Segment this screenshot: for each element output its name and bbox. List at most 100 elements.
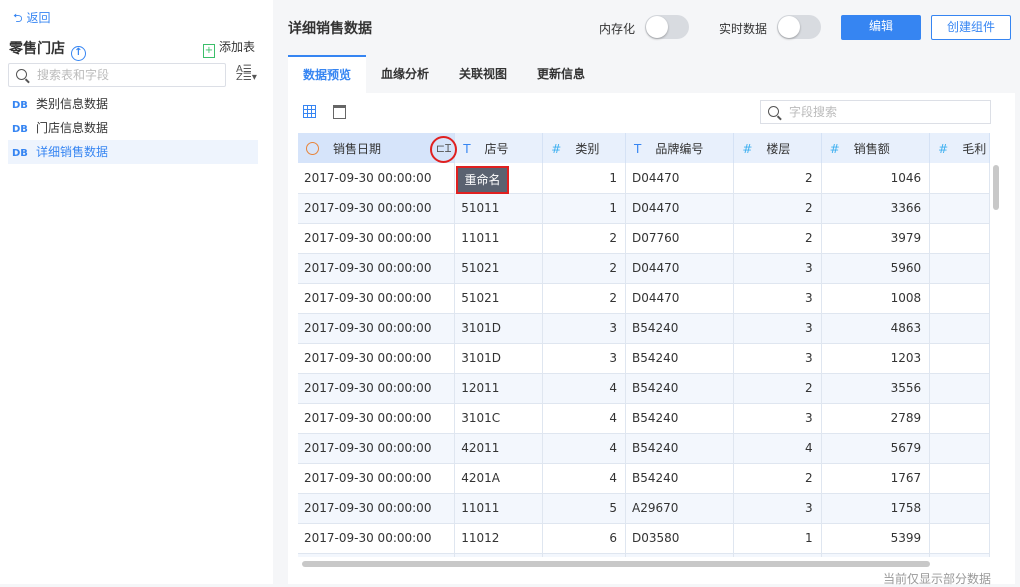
table-row: 2017-09-30 00:00:00 12011 4 B54240 2 3556	[298, 373, 990, 404]
column-header-brand[interactable]: T 品牌编号	[625, 133, 735, 163]
table-cell: 42011	[454, 433, 544, 464]
table-cell: 3	[733, 313, 822, 344]
table-cell: 5	[542, 493, 626, 524]
table-cell: 11012	[454, 523, 544, 554]
create-component-button[interactable]: 创建组件	[931, 15, 1011, 40]
rename-tooltip: 重命名	[456, 166, 509, 194]
table-cell: 51021	[454, 253, 544, 284]
table-cell: 51021	[454, 283, 544, 314]
table-cell: 6	[542, 523, 626, 554]
field-search-input[interactable]: 字段搜索	[760, 100, 991, 124]
memory-label: 内存化	[599, 22, 636, 36]
grid-view-icon[interactable]	[303, 105, 316, 118]
horizontal-scrollbar[interactable]	[302, 561, 930, 567]
table-row: 2017-09-30 00:00:00 11011 5 A29670 3 1758	[298, 493, 990, 524]
tab-relation[interactable]: 关联视图	[458, 67, 507, 81]
table-cell: 2	[733, 193, 822, 224]
table-cell	[929, 403, 990, 434]
memory-toggle[interactable]	[645, 15, 689, 39]
table-cell: B54240	[625, 313, 735, 344]
table-cell: 5960	[821, 253, 931, 284]
table-cell: B54240	[625, 463, 735, 494]
column-header-floor[interactable]: # 楼层	[733, 133, 822, 163]
upload-icon[interactable]: ↑	[71, 46, 86, 61]
table-cell: 2017-09-30 00:00:00	[298, 163, 456, 194]
table-cell: B54240	[625, 433, 735, 464]
table-cell: 1	[542, 163, 626, 194]
table-cell: D04470	[625, 283, 735, 314]
search-icon	[16, 69, 27, 80]
table-cell: D04470	[625, 253, 735, 284]
column-header-sales[interactable]: # 销售额	[821, 133, 931, 163]
clock-icon	[306, 141, 319, 155]
table-row: 2017-09-30 00:00:00 1 D04470 2 1046	[298, 163, 990, 194]
table-cell	[929, 463, 990, 494]
number-type-icon: #	[551, 141, 562, 156]
table-cell: 2017-09-30 00:00:00	[298, 343, 456, 374]
table-header: 销售日期 T 店号 # 类别 T 品牌编号 # 楼层 # 销售额 # 毛利	[298, 133, 990, 163]
table-cell: 4	[542, 403, 626, 434]
table-row: 2017-09-30 00:00:00 11011 2 D07760 2 3979	[298, 223, 990, 254]
table-cell: 4201A	[454, 463, 544, 494]
table-cell: 2	[542, 253, 626, 284]
db-icon: DB	[12, 100, 28, 111]
table-cell: 5399	[821, 523, 931, 554]
table-cell	[929, 553, 990, 557]
table-cell	[298, 553, 456, 557]
column-header-store[interactable]: T 店号	[454, 133, 544, 163]
table-cell: 3101D	[454, 313, 544, 344]
column-header-profit[interactable]: # 毛利	[929, 133, 990, 163]
package-title: 零售门店 ↑	[9, 38, 86, 61]
table-row: 2017-09-30 00:00:00 51021 2 D04470 3 5960	[298, 253, 990, 284]
rename-icon[interactable]: ⊏Ɪ	[430, 136, 457, 163]
sidebar-item-sales[interactable]: DB 详细销售数据	[8, 140, 258, 164]
table-row: 2017-09-30 00:00:00 51021 2 D04470 3 1008	[298, 283, 990, 314]
table-cell: 11011	[454, 493, 544, 524]
detail-view-icon[interactable]	[333, 105, 346, 119]
table-cell: 2	[733, 223, 822, 254]
back-link[interactable]: ⮌ 返回	[13, 11, 51, 25]
table-cell: 2017-09-30 00:00:00	[298, 493, 456, 524]
vertical-scrollbar[interactable]	[993, 165, 999, 210]
table-row: 2017-09-30 00:00:00 11012 6 D03580 1 5399	[298, 523, 990, 554]
table-row: 2017-09-30 00:00:00 3101D 3 B54240 3 1203	[298, 343, 990, 374]
table-cell: D03580	[625, 523, 735, 554]
table-cell: 1	[733, 523, 822, 554]
table-cell: 12011	[454, 373, 544, 404]
table-cell: 1008	[821, 283, 931, 314]
table-row: 2017-09-30 00:00:00 3101C 4 B54240 3 2789	[298, 403, 990, 434]
table-cell: 2017-09-30 00:00:00	[298, 373, 456, 404]
sidebar-item-store[interactable]: DB 门店信息数据	[12, 121, 108, 135]
table-cell: 3	[733, 283, 822, 314]
sidebar-item-category[interactable]: DB 类别信息数据	[12, 97, 108, 111]
table-cell	[929, 493, 990, 524]
table-cell	[929, 433, 990, 464]
tab-update[interactable]: 更新信息	[536, 67, 585, 81]
column-header-category[interactable]: # 类别	[542, 133, 626, 163]
table-cell: 4863	[821, 313, 931, 344]
table-cell: 4	[542, 433, 626, 464]
table-cell	[929, 283, 990, 314]
table-cell: 2017-09-30 00:00:00	[298, 313, 456, 344]
edit-button[interactable]: 编辑	[841, 15, 921, 40]
table-cell: 3	[733, 403, 822, 434]
table-cell: 11011	[454, 223, 544, 254]
sort-icon[interactable]: A☰ Z☰▾	[236, 64, 257, 83]
add-table-button[interactable]: + 添加表	[203, 40, 256, 58]
table-cell	[929, 163, 990, 194]
table-cell: 1203	[821, 343, 931, 374]
table-cell: 2017-09-30 00:00:00	[298, 283, 456, 314]
table-cell: 51011	[454, 193, 544, 224]
table-search-input[interactable]: 搜索表和字段	[8, 63, 226, 87]
table-cell: 3	[542, 343, 626, 374]
table-cell: A29670	[625, 493, 735, 524]
sidebar: ⮌ 返回 零售门店 ↑ + 添加表 搜索表和字段 A☰ Z☰▾ DB 类别信息数据 DB…	[0, 0, 273, 584]
tab-lineage[interactable]: 血缘分析	[380, 67, 429, 81]
add-file-icon: +	[203, 44, 215, 58]
table-row: 2017-09-30 00:00:00 42011 4 B54240 4 5679	[298, 433, 990, 464]
tab-preview[interactable]: 数据预览	[288, 55, 366, 93]
column-header-date[interactable]: 销售日期	[298, 133, 456, 163]
table-row	[298, 553, 990, 557]
realtime-toggle[interactable]	[777, 15, 821, 39]
table-cell	[929, 343, 990, 374]
